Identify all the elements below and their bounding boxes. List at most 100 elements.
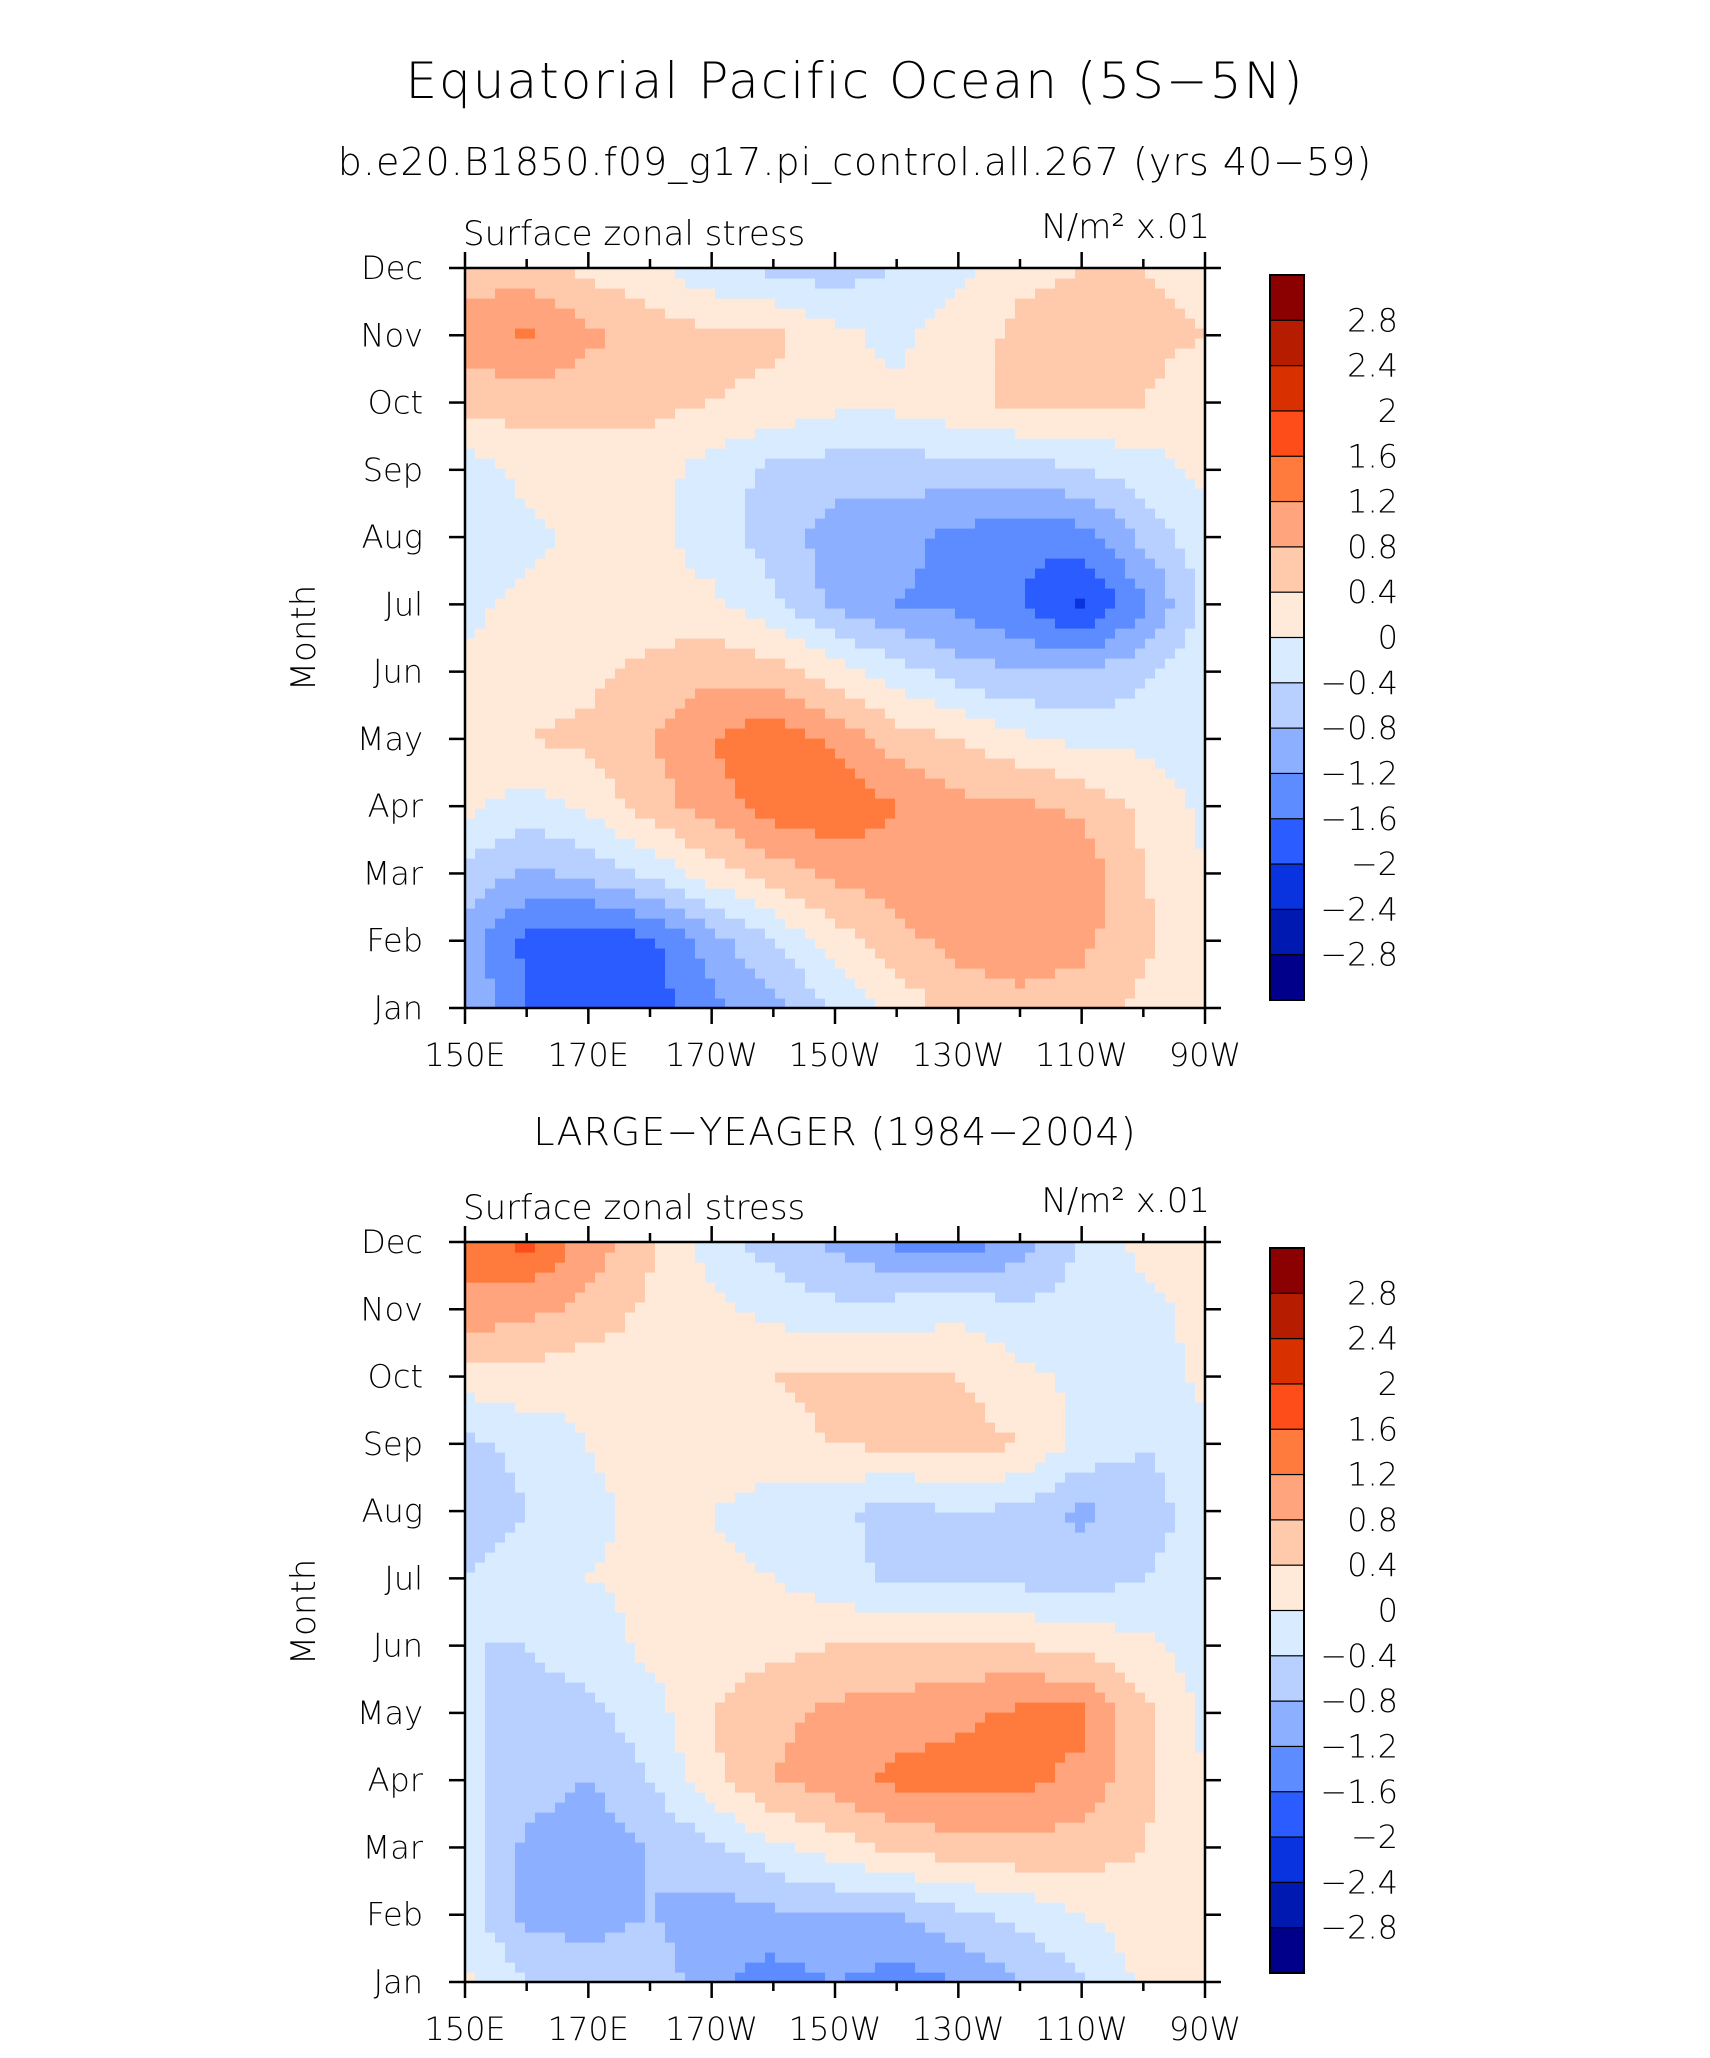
contour-cell (465, 978, 476, 989)
contour-cell (465, 928, 476, 939)
contour-cell (685, 558, 696, 569)
contour-cell (615, 958, 626, 969)
contour-cell (635, 338, 646, 349)
contour-cell (795, 328, 806, 339)
contour-cell (925, 518, 936, 529)
contour-cell (835, 538, 846, 549)
contour-cell (945, 818, 956, 829)
contour-cell (805, 628, 816, 639)
contour-cell (855, 378, 866, 389)
contour-cell (715, 928, 726, 939)
contour-cell (1055, 758, 1066, 769)
contour-cell (1055, 818, 1066, 829)
contour-cell (1045, 468, 1056, 479)
contour-cell (925, 538, 936, 549)
contour-cell (1065, 468, 1076, 479)
contour-cell (605, 618, 616, 629)
contour-cell (1105, 368, 1116, 379)
contour-cell (925, 338, 936, 349)
contour-cell (755, 858, 766, 869)
contour-cell (515, 928, 526, 939)
contour-cell (475, 418, 486, 429)
contour-cell (475, 618, 486, 629)
contour-cell (755, 748, 766, 759)
contour-cell (735, 838, 746, 849)
contour-cell (505, 548, 516, 559)
contour-cell (625, 518, 636, 529)
contour-cell (735, 868, 746, 879)
contour-cell (525, 518, 536, 529)
contour-cell (1085, 358, 1096, 369)
contour-cell (855, 938, 866, 949)
contour-cell (865, 878, 876, 889)
contour-cell (785, 738, 796, 749)
contour-cell (555, 488, 566, 499)
contour-cell (765, 688, 776, 699)
contour-cell (1075, 418, 1086, 429)
contour-cell (1075, 938, 1086, 949)
contour-cell (925, 498, 936, 509)
contour-cell (925, 898, 936, 909)
contour-cell (645, 458, 656, 469)
contour-cell (1065, 398, 1076, 409)
contour-cell (955, 278, 966, 289)
contour-cell (485, 508, 496, 519)
contour-cell (975, 518, 986, 529)
contour-cell (825, 618, 836, 629)
contour-cell (525, 888, 536, 899)
contour-cell (1045, 578, 1056, 589)
contour-cell (975, 828, 986, 839)
contour-cell (805, 818, 816, 829)
contour-cell (545, 668, 556, 679)
contour-cell (745, 978, 756, 989)
contour-cell (635, 468, 646, 479)
contour-cell (765, 988, 776, 999)
contour-cell (475, 748, 486, 759)
contour-cell (765, 528, 776, 539)
contour-cell (825, 628, 836, 639)
contour-cell (1075, 918, 1086, 929)
contour-cell (1005, 338, 1016, 349)
contour-cell (675, 338, 686, 349)
contour-cell (615, 538, 626, 549)
contour-cell (715, 488, 726, 499)
contour-cell (915, 468, 926, 479)
contour-cell (705, 738, 716, 749)
contour-cell (795, 278, 806, 289)
contour-cell (1095, 758, 1106, 769)
contour-cell (675, 758, 686, 769)
contour-cell (495, 778, 506, 789)
contour-cell (845, 548, 856, 559)
contour-cell (475, 988, 486, 999)
contour-cell (1135, 798, 1146, 809)
contour-cell (475, 578, 486, 589)
contour-cell (845, 758, 856, 769)
contour-cell (755, 308, 766, 319)
contour-cell (1105, 288, 1116, 299)
contour-cell (955, 898, 966, 909)
contour-cell (1035, 818, 1046, 829)
contour-cell (525, 718, 536, 729)
contour-cell (1045, 508, 1056, 519)
contour-cell (945, 828, 956, 839)
contour-cell (605, 898, 616, 909)
contour-cell (545, 388, 556, 399)
contour-cell (1065, 518, 1076, 529)
contour-cell (795, 598, 806, 609)
contour-cell (875, 398, 886, 409)
contour-cell (1115, 558, 1126, 569)
contour-cell (465, 628, 476, 639)
contour-cell (705, 418, 716, 429)
contour-cell (1105, 308, 1116, 319)
contour-cell (625, 528, 636, 539)
contour-cell (1005, 788, 1016, 799)
contour-cell (795, 608, 806, 619)
contour-cell (675, 318, 686, 329)
contour-cell (555, 898, 566, 909)
contour-cell (675, 908, 686, 919)
contour-cell (895, 898, 906, 909)
contour-cell (1035, 458, 1046, 469)
contour-cell (795, 838, 806, 849)
contour-cell (1015, 758, 1026, 769)
contour-cell (525, 608, 536, 619)
